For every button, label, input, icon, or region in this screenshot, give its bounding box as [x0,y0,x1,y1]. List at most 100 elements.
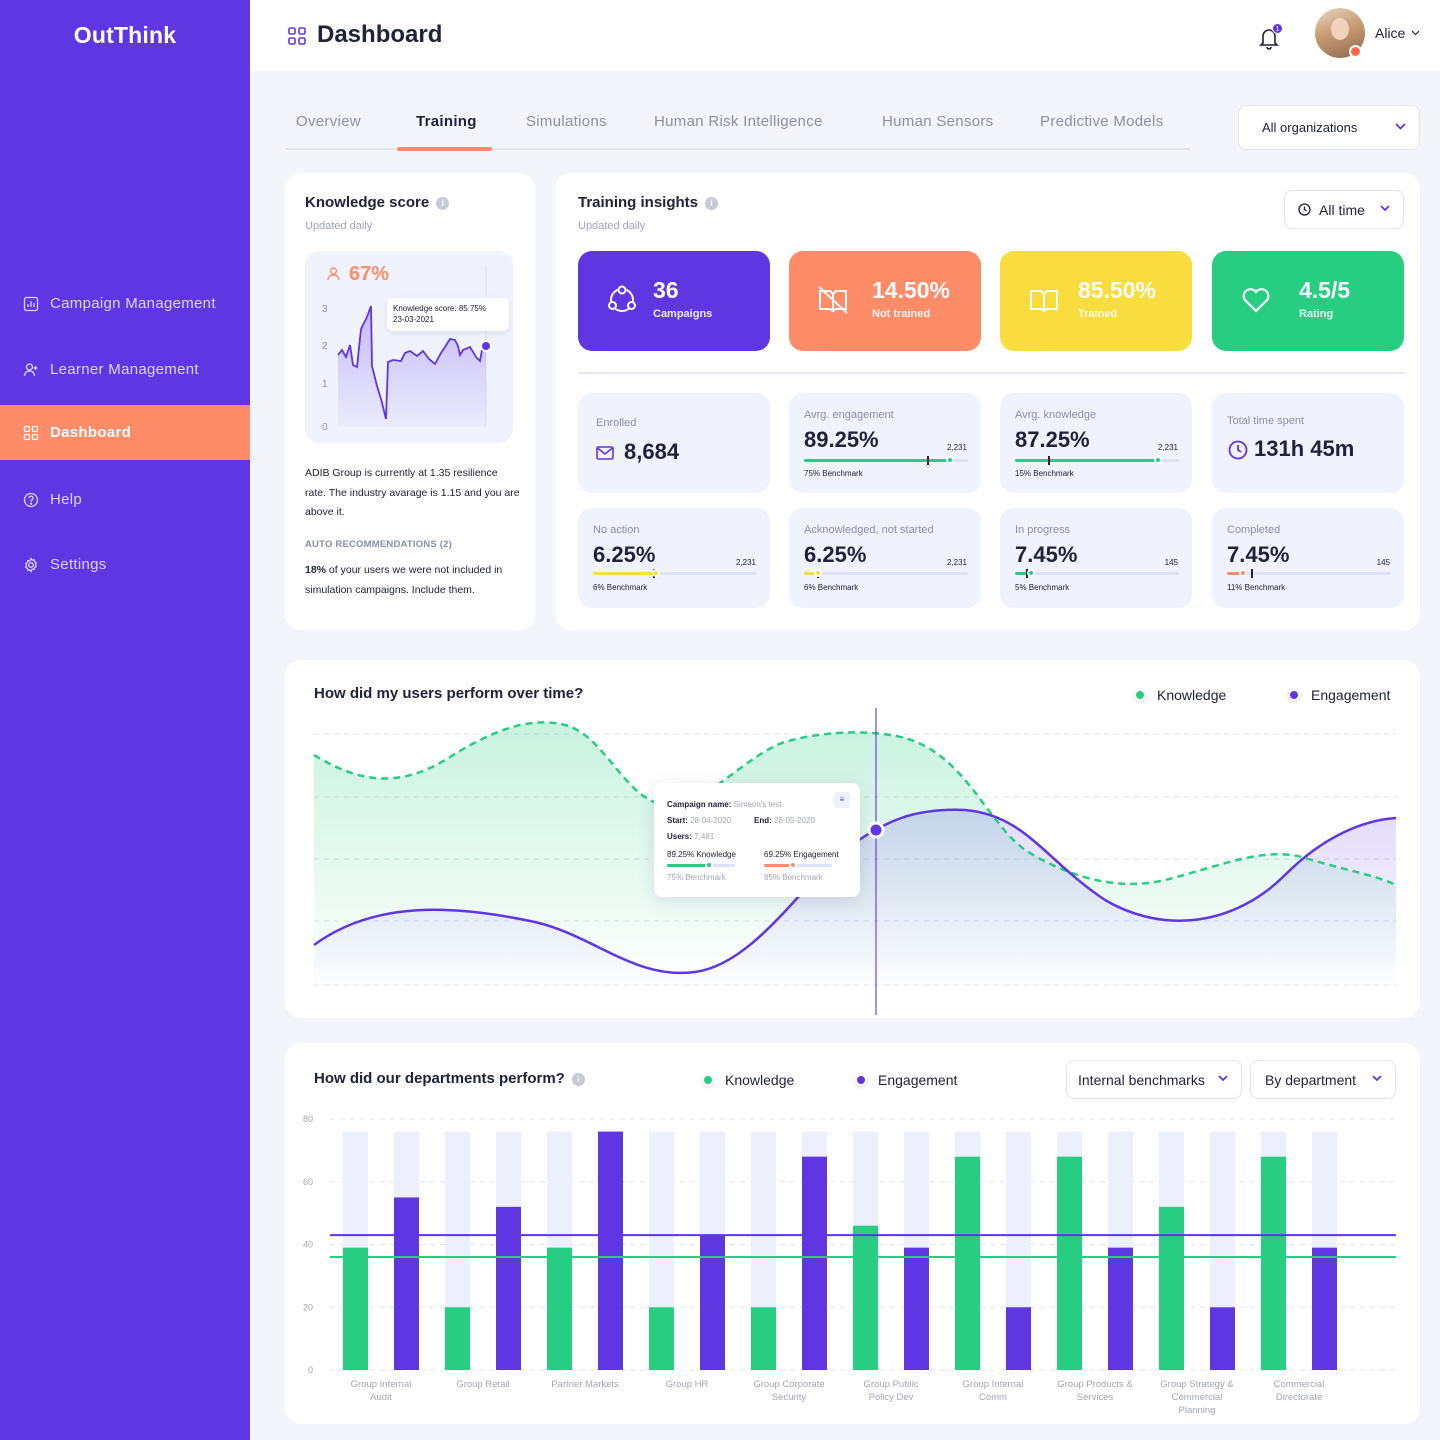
sidebar-item-dashboard[interactable]: Dashboard [0,405,250,460]
progress-track [1015,569,1179,578]
benchmark-select[interactable]: Internal benchmarks [1066,1060,1242,1099]
organization-select-value: All organizations [1262,120,1358,135]
sidebar-item-label: Help [50,491,83,508]
x-tick-label: Partner Markets [551,1379,619,1390]
knowledge-sparkline: 3 2 1 0 [322,266,492,433]
progress-track [1015,456,1179,465]
recommendations-title: AUTO RECOMMENDATIONS (2) [305,539,452,550]
progress-handle [651,569,660,577]
tooltip-end: End: 28-05-2020 [754,816,815,825]
avatar[interactable] [1315,8,1365,58]
progress-fill [1015,459,1158,462]
bar-fill [667,864,708,867]
rating-card[interactable]: 4.5/5 Rating [1212,251,1404,351]
grid-icon [23,425,39,440]
legend-label: Engagement [878,1072,958,1088]
tooltip-end-label: End: [754,816,772,825]
tab-human-sensors[interactable]: Human Sensors [882,113,994,130]
chevron-down-icon [1411,30,1420,36]
y-tick: 1 [322,379,328,390]
benchmark-label: 15% Benchmark [1015,469,1074,478]
user-menu[interactable]: Alice [1375,25,1420,41]
recommendation-body: of your users we were not included in si… [305,564,503,596]
not-trained-card[interactable]: 14.50% Not trained [789,251,981,351]
y-tick: 0 [308,1365,313,1375]
notifications-button[interactable]: 1 [1258,23,1284,52]
bar-knowledge [1261,1156,1286,1370]
tooltip-end-value: 28-05-2020 [774,816,815,825]
period-select[interactable]: All time [1284,190,1404,229]
training-insights-title: Training insights i [578,194,719,211]
campaigns-card[interactable]: 36 Campaigns [578,251,770,351]
legend-engagement[interactable]: Engagement [1288,687,1390,703]
in-progress-count: 145 [1164,558,1178,567]
acknowledged-card: Acknowledged, not started 6.25% 2,231 6%… [789,508,981,608]
sidebar-item-label: Learner Management [50,361,199,378]
benchmark-mark [1048,456,1051,465]
legend-knowledge[interactable]: Knowledge [702,1072,794,1088]
performance-title: How did my users perform over time? [314,685,584,702]
legend-label: Engagement [1311,687,1391,703]
sidebar-item-label: Campaign Management [50,295,216,312]
sidebar-item-settings[interactable]: Settings [0,537,250,592]
engagement-area [314,809,1396,990]
sparkline-line [337,305,487,420]
recommendation-percent: 18% [305,564,327,576]
acknowledged-label: Acknowledged, not started [804,524,934,536]
bar-engagement [1210,1307,1235,1370]
legend-label: Knowledge [725,1072,795,1088]
tab-training[interactable]: Training [416,113,477,130]
benchmark-mark [1026,569,1029,578]
departments-card: How did our departments perform? i Knowle… [285,1043,1420,1424]
progress-handle [945,456,954,464]
tab-predictive-models[interactable]: Predictive Models [1040,113,1164,130]
sidebar-item-help[interactable]: Help [0,472,250,527]
group-by-select-value: By department [1265,1071,1357,1088]
tab-simulations[interactable]: Simulations [526,113,607,130]
page-title: Dashboard [317,21,443,48]
no-action-label: No action [593,524,640,536]
tab-overview[interactable]: Overview [296,113,361,130]
mail-icon [596,446,614,460]
people-circle-icon [608,285,636,312]
info-icon[interactable]: i [571,1073,585,1086]
legend-knowledge[interactable]: Knowledge [1134,687,1226,703]
tabs-divider [285,148,1190,150]
user-name: Alice [1375,25,1406,41]
acknowledged-value: 6.25% [804,542,867,567]
rating-label: Rating [1299,308,1334,320]
legend-dot [855,1074,867,1086]
completed-label: Completed [1227,524,1281,536]
trained-card[interactable]: 85.50% Trained [1000,251,1192,351]
performance-over-time-card: How did my users perform over time? Know… [285,660,1420,1018]
benchmark-label: 5% Benchmark [1015,583,1070,592]
info-icon[interactable]: i [436,197,450,210]
benchmark-mark [927,456,929,465]
completed-count: 145 [1376,558,1390,567]
total-time-label: Total time spent [1227,415,1305,427]
app-logo[interactable]: OutThink [73,22,177,48]
heart-icon [1242,288,1270,313]
y-tick: 0 [322,422,328,433]
sidebar-item-campaign-management[interactable]: Campaign Management [0,276,250,331]
legend-dot [1288,689,1300,701]
tooltip-list-icon[interactable]: ≡ [834,792,850,808]
knowledge-score-title: Knowledge score i [305,194,450,211]
tooltip-knowledge: 89.25% Knowledge [667,850,736,859]
no-action-count: 2,231 [735,558,756,567]
no-action-value: 6.25% [593,542,656,567]
legend-engagement[interactable]: Engagement [855,1072,957,1088]
no-action-card: No action 6.25% 2,231 6% Benchmark [578,508,770,608]
sidebar-item-learner-management[interactable]: Learner Management [0,342,250,397]
bar-engagement [496,1206,521,1370]
benchmark-select-value: Internal benchmarks [1078,1071,1205,1088]
info-icon[interactable]: i [705,197,719,210]
progress-fill [804,459,950,462]
book-icon [1030,290,1058,313]
tab-human-risk-intelligence[interactable]: Human Risk Intelligence [654,113,823,130]
group-by-select[interactable]: By department [1250,1060,1396,1099]
organization-select[interactable]: All organizations [1238,105,1420,150]
y-tick: 80 [303,1114,313,1124]
chart-icon [23,296,39,311]
campaigns-label: Campaigns [653,308,713,320]
